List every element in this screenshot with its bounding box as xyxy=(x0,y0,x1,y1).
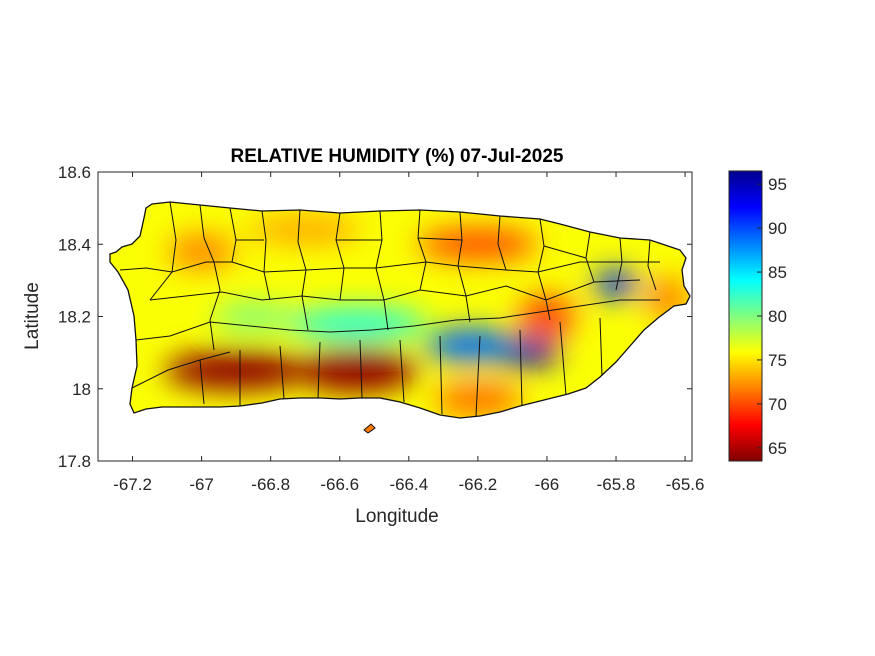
colorbar xyxy=(728,170,763,462)
municipality-boundary xyxy=(457,211,467,297)
humidity-area-dry-north-coast-east xyxy=(417,228,538,261)
municipality-boundary xyxy=(537,218,547,301)
humidity-area-dry-southeast-coast xyxy=(433,383,522,416)
humidity-area-humid-el-yunque xyxy=(594,269,639,298)
municipality-boundary xyxy=(199,359,205,405)
y-axis-ticks: 18.6 18.4 18.2 18 17.8 xyxy=(58,163,692,471)
municipality-boundary xyxy=(297,209,307,297)
municipality-boundary xyxy=(279,345,285,400)
humidity-area-humid-central-ridge xyxy=(287,307,428,340)
x-tick-label: -66.6 xyxy=(320,475,359,494)
municipality-boundaries xyxy=(119,201,660,417)
colorbar-tick-label: 85 xyxy=(768,263,787,282)
x-tick-label: -65.6 xyxy=(666,475,705,494)
island-coastline xyxy=(109,201,691,419)
municipality-boundary xyxy=(399,339,405,403)
y-tick-label: 17.8 xyxy=(58,452,91,471)
municipality-boundary xyxy=(135,299,660,341)
humidity-area-dry-northwest xyxy=(167,233,236,270)
y-tick-label: 18.6 xyxy=(58,163,91,182)
municipality-boundary xyxy=(519,329,523,407)
municipality-boundary xyxy=(131,351,231,389)
x-axis-ticks: -67.2 -67 -66.8 -66.6 -66.4 -66.2 -66 -65.8 -65.… xyxy=(113,172,704,494)
colorbar-tick-label: 95 xyxy=(768,175,787,194)
colorbar-ticks: 95 90 85 80 75 70 65 xyxy=(757,175,787,458)
x-tick-label: -66.8 xyxy=(251,475,290,494)
x-tick-label: -65.8 xyxy=(597,475,636,494)
municipality-boundary xyxy=(475,335,481,417)
y-tick-label: 18 xyxy=(72,380,91,399)
colorbar-tick-label: 65 xyxy=(768,439,787,458)
municipality-boundary xyxy=(359,339,363,399)
colorbar-tick-label: 75 xyxy=(768,351,787,370)
municipality-boundary xyxy=(149,201,177,301)
y-tick-label: 18.2 xyxy=(58,308,91,327)
colorbar-tick-label: 90 xyxy=(768,219,787,238)
map-title: RELATIVE HUMIDITY (%) 07-Jul-2025 xyxy=(231,146,564,167)
municipality-boundary xyxy=(236,237,587,259)
municipality-boundary xyxy=(209,295,551,351)
y-tick-label: 18.4 xyxy=(58,235,91,254)
municipality-boundary xyxy=(647,239,657,291)
municipality-boundary xyxy=(439,335,443,415)
humidity-area-dry-southeast-inland xyxy=(518,294,575,339)
x-tick-label: -66.2 xyxy=(459,475,498,494)
humidity-area-dry-north-coast-west xyxy=(249,215,362,244)
x-tick-label: -67 xyxy=(189,475,214,494)
municipality-boundary xyxy=(417,209,427,291)
x-tick-label: -66.4 xyxy=(389,475,428,494)
caja-de-muertos-islet xyxy=(363,423,376,434)
humidity-area-humid-west-central xyxy=(213,302,294,331)
municipality-boundary xyxy=(375,210,385,301)
x-axis-label: Longitude xyxy=(355,506,438,527)
y-axis-label: Latitude xyxy=(22,282,43,350)
municipality-boundary xyxy=(559,321,567,396)
municipality-boundary xyxy=(599,317,603,377)
island-humidity-field xyxy=(110,202,690,418)
humidity-area-humid-caguas-valley xyxy=(424,328,517,363)
humidity-area-dry-south-coast-west xyxy=(164,350,309,391)
humidity-area-dry-south-coast-ponce xyxy=(297,348,418,393)
colorbar-tick-label: 80 xyxy=(768,307,787,326)
municipality-boundary xyxy=(497,215,507,271)
colorbar-tick-label: 70 xyxy=(768,395,787,414)
municipality-boundary xyxy=(119,261,660,273)
x-tick-label: -66 xyxy=(535,475,560,494)
municipality-boundary xyxy=(335,212,345,301)
municipality-boundary xyxy=(317,341,321,399)
municipality-boundary xyxy=(261,210,271,301)
x-tick-label: -67.2 xyxy=(113,475,152,494)
